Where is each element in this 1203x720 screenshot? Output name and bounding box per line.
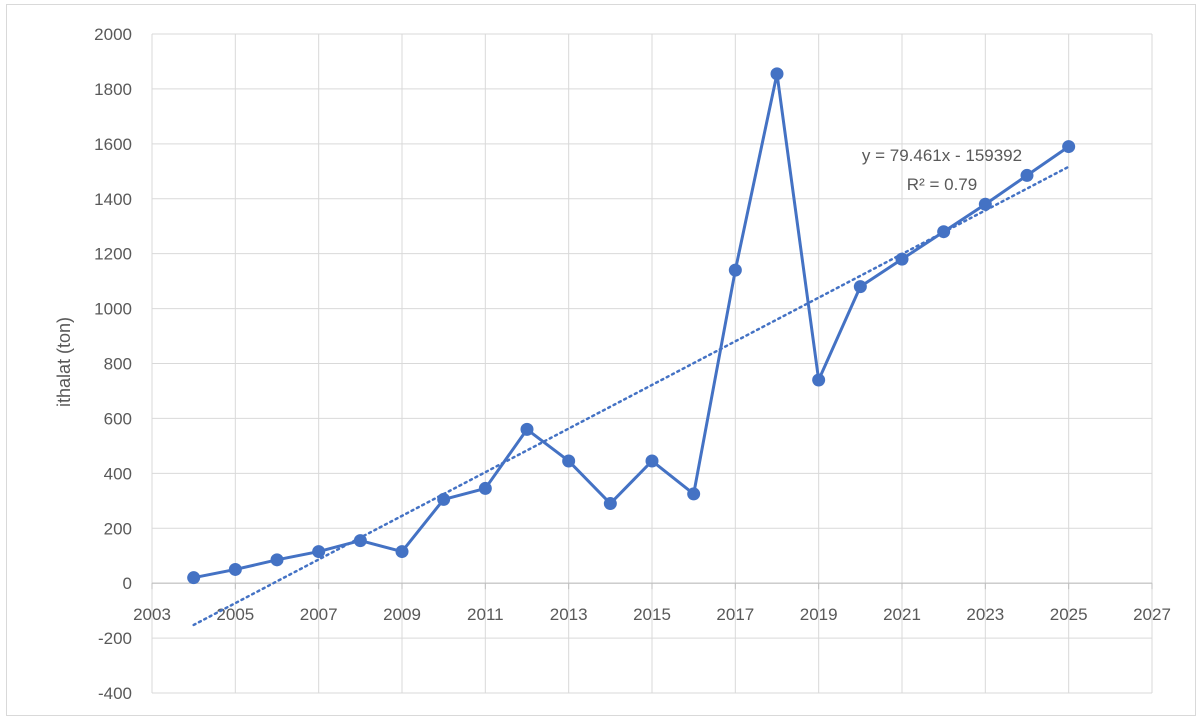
x-tick-label: 2011 <box>467 605 504 624</box>
data-point <box>187 571 201 585</box>
x-tick-label: 2023 <box>966 605 1004 624</box>
x-tick-label: 2009 <box>383 605 421 624</box>
data-series <box>187 67 1076 585</box>
trendline-line <box>192 165 1070 627</box>
y-tick-label: 2000 <box>94 25 132 44</box>
data-point <box>1020 168 1034 182</box>
y-tick-label: -400 <box>98 684 132 703</box>
data-point <box>645 454 659 468</box>
x-tick-label: 2021 <box>883 605 921 624</box>
y-tick-label: 1600 <box>94 135 132 154</box>
data-point <box>478 481 492 495</box>
data-point <box>353 534 367 548</box>
x-tick-label: 2017 <box>716 605 754 624</box>
y-axis-label: ithalat (ton) <box>54 317 74 407</box>
data-point <box>1062 140 1076 154</box>
x-tick-label: 2025 <box>1050 605 1088 624</box>
data-point <box>395 545 409 559</box>
data-point <box>687 487 701 501</box>
x-tick-label: 2027 <box>1133 605 1171 624</box>
y-tick-labels: -400 -200 0 200 400 600 800 1000 1200 1400 1600 180… <box>94 25 132 703</box>
chart-area <box>6 4 1196 716</box>
y-tick-label: 800 <box>104 355 132 374</box>
y-tick-label: 200 <box>104 519 132 538</box>
y-tick-label: 400 <box>104 464 132 483</box>
y-tick-label: 1400 <box>94 190 132 209</box>
data-point <box>728 263 742 277</box>
x-tick-label: 2007 <box>300 605 338 624</box>
data-point <box>312 545 326 559</box>
trendline-equation: y = 79.461x - 159392 <box>862 146 1022 165</box>
x-tick-label: 2015 <box>633 605 671 624</box>
data-point <box>520 422 534 436</box>
data-point <box>437 492 451 506</box>
series-line <box>193 72 1070 580</box>
y-tick-label: -200 <box>98 629 132 648</box>
data-point <box>228 562 242 576</box>
data-point <box>978 197 992 211</box>
data-point <box>895 252 909 266</box>
x-tick-label: 2003 <box>133 605 171 624</box>
data-point <box>770 67 784 81</box>
y-tick-label: 600 <box>104 409 132 428</box>
x-tick-label: 2019 <box>800 605 838 624</box>
y-tick-label: 0 <box>123 574 132 593</box>
data-point <box>270 553 284 567</box>
trendline-r2: R² = 0.79 <box>907 175 977 194</box>
data-point <box>937 225 951 239</box>
gridlines <box>151 33 1153 694</box>
y-tick-label: 1000 <box>94 300 132 319</box>
data-point <box>562 454 576 468</box>
x-tick-label: 2013 <box>550 605 588 624</box>
y-tick-label: 1800 <box>94 80 132 99</box>
x-tick-labels: 2003 2005 2007 2009 2011 2013 2015 2017 2019 2021… <box>133 605 1171 624</box>
data-point <box>812 373 826 387</box>
y-tick-label: 1200 <box>94 245 132 264</box>
axes <box>151 582 1153 590</box>
data-point <box>603 497 617 511</box>
trendline <box>192 165 1070 627</box>
x-tick-label: 2005 <box>216 605 254 624</box>
data-point <box>853 280 867 294</box>
